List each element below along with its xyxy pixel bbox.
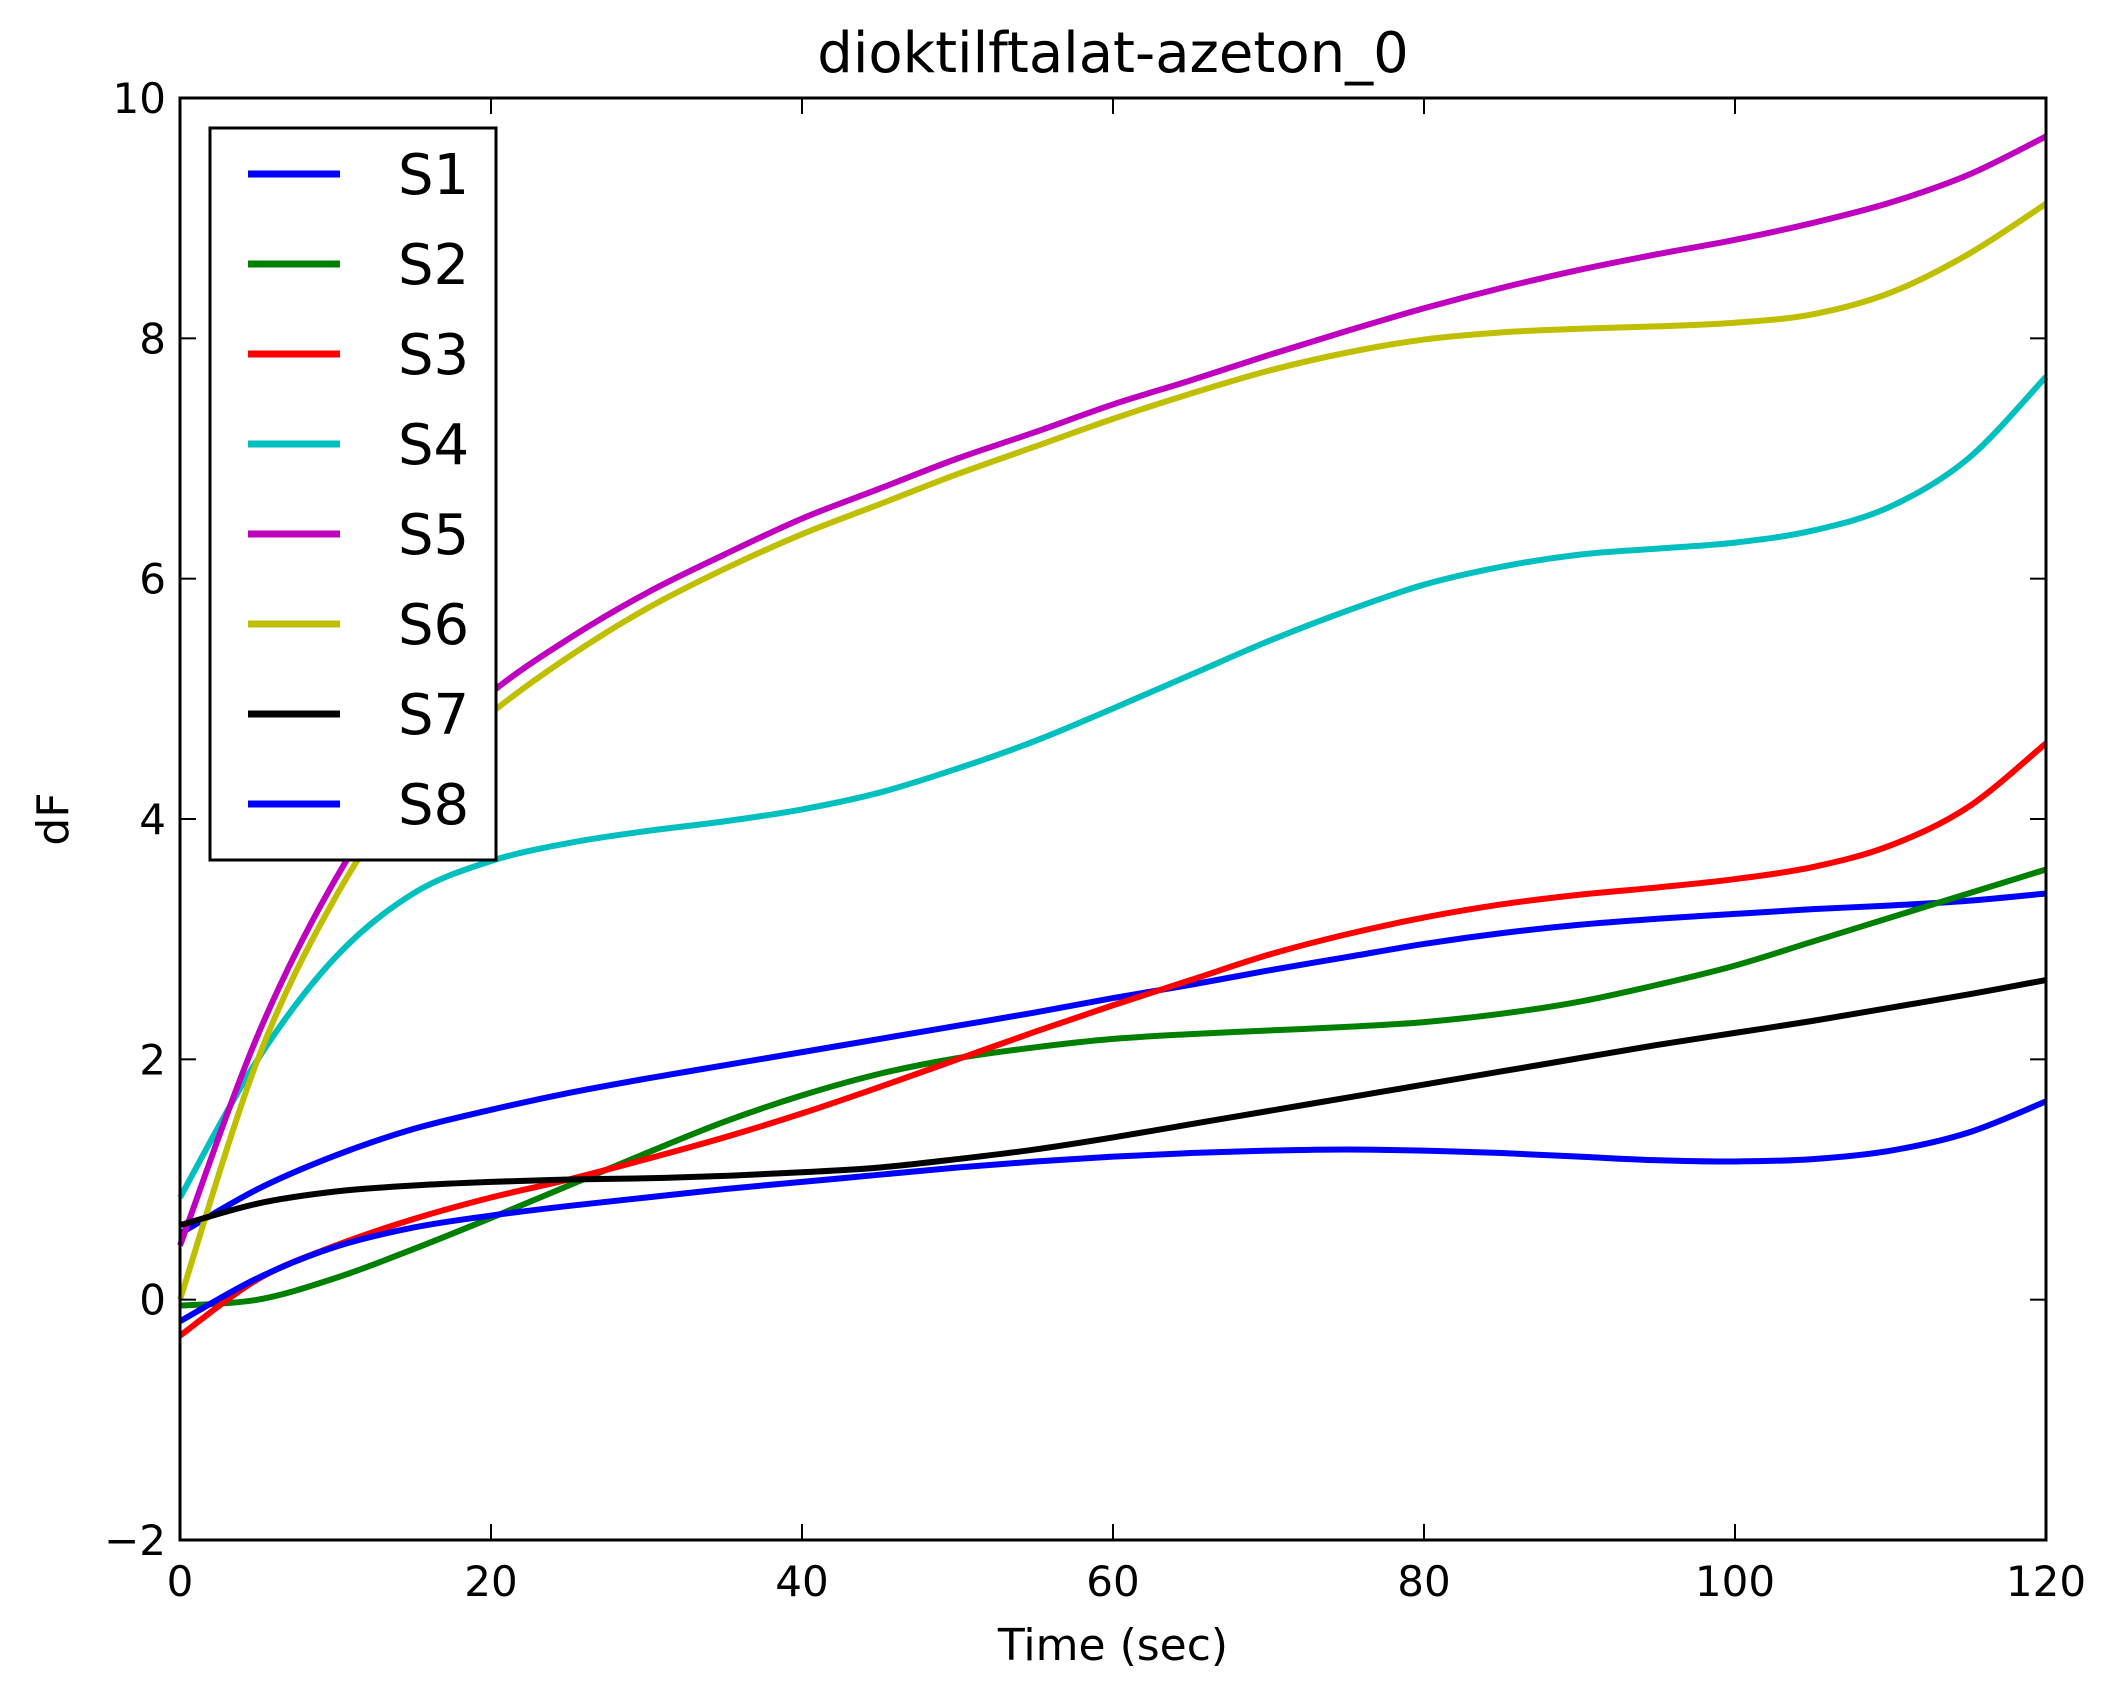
series-line-s7 xyxy=(179,977,2047,1229)
chart-title: dioktilftalat-azeton_0 xyxy=(817,21,1408,86)
y-tick-label: 4 xyxy=(139,795,166,844)
legend-label-s4: S4 xyxy=(398,413,469,478)
x-axis-label: Time (sec) xyxy=(997,1620,1228,1671)
y-axis-label: dF xyxy=(28,792,79,845)
series-line-s1 xyxy=(178,890,2047,1237)
legend-items: S1 S2 S3 S4 S5 S6 S7 S8 xyxy=(248,143,469,838)
x-tick-label: 20 xyxy=(464,1557,517,1606)
legend-label-s2: S2 xyxy=(398,233,469,298)
x-tick-label: 0 xyxy=(167,1557,194,1606)
y-tick-label: 10 xyxy=(113,74,166,123)
series-line-s3 xyxy=(178,740,2048,1339)
x-tick-label: 60 xyxy=(1086,1557,1139,1606)
series-layer xyxy=(177,133,2049,1339)
legend-label-s7: S7 xyxy=(398,683,469,748)
legend-label-s1: S1 xyxy=(398,143,469,208)
legend-label-s8: S8 xyxy=(398,773,469,838)
y-tick-label: 8 xyxy=(139,314,166,363)
x-tick-label: 40 xyxy=(775,1557,828,1606)
x-tick-label: 100 xyxy=(1695,1557,1775,1606)
y-tick-label: 2 xyxy=(139,1035,166,1084)
legend-label-s6: S6 xyxy=(398,593,469,658)
legend: S1 S2 S3 S4 S5 S6 S7 S8 xyxy=(208,126,498,862)
y-tick-label: 6 xyxy=(139,555,166,604)
legend-box xyxy=(208,126,498,862)
x-tick-label: 80 xyxy=(1397,1557,1450,1606)
series-line-s8 xyxy=(178,1098,2048,1324)
series-line-s4 xyxy=(177,374,2049,1200)
legend-label-s3: S3 xyxy=(398,323,469,388)
x-tick-label: 120 xyxy=(2006,1557,2086,1606)
legend-label-s5: S5 xyxy=(398,503,469,568)
y-tick-label: −2 xyxy=(104,1516,166,1565)
y-tick-label: 0 xyxy=(139,1276,166,1325)
